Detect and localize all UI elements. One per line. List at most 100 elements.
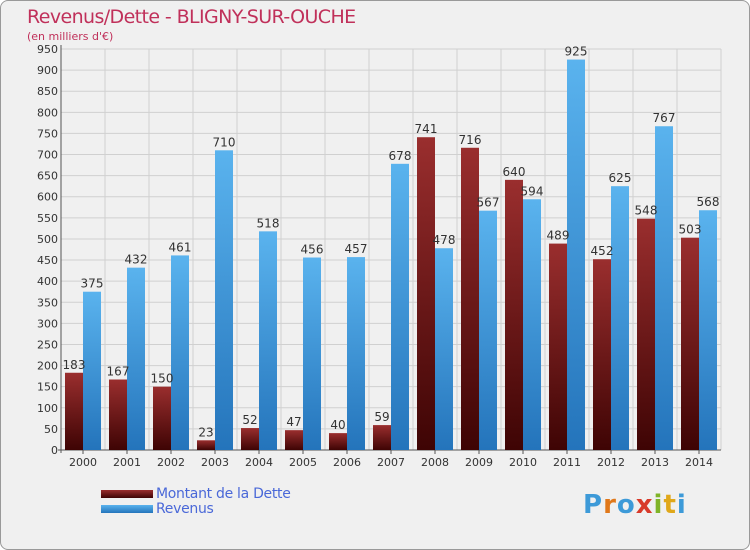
y-tick-label: 550 xyxy=(37,212,58,225)
bar-dette xyxy=(505,179,523,450)
x-tick-label: 2005 xyxy=(289,456,317,469)
logo-letter: i xyxy=(676,490,687,520)
data-label-revenus: 375 xyxy=(81,277,104,291)
legend-swatch-dette xyxy=(101,490,153,498)
logo-letter: P xyxy=(583,490,604,520)
bar-revenus xyxy=(391,163,409,451)
y-tick-label: 400 xyxy=(37,275,58,288)
data-label-revenus: 457 xyxy=(345,242,368,256)
bar-revenus xyxy=(259,231,277,450)
data-label-revenus: 432 xyxy=(125,253,148,267)
bar-revenus xyxy=(303,257,321,450)
bar-revenus xyxy=(567,59,585,450)
data-label-revenus: 925 xyxy=(565,45,588,59)
bar-revenus xyxy=(435,248,453,450)
data-label-dette: 716 xyxy=(459,133,482,147)
data-label-dette: 183 xyxy=(63,358,86,372)
bar-dette xyxy=(637,218,655,450)
bar-dette xyxy=(329,433,347,450)
bar-revenus xyxy=(479,210,497,450)
logo-letter: x xyxy=(635,490,654,520)
x-tick-label: 2007 xyxy=(377,456,405,469)
data-label-dette: 52 xyxy=(242,413,257,427)
bar-revenus xyxy=(127,267,145,450)
bar-dette xyxy=(197,440,215,450)
data-label-dette: 452 xyxy=(591,244,614,258)
bar-dette xyxy=(373,425,391,450)
x-tick-label: 2010 xyxy=(509,456,537,469)
bar-dette xyxy=(285,430,303,450)
bar-revenus xyxy=(171,255,189,450)
bar-revenus xyxy=(699,210,717,450)
logo-letter: r xyxy=(603,490,617,520)
x-tick-label: 2008 xyxy=(421,456,449,469)
x-tick-label: 2013 xyxy=(641,456,669,469)
chart-title: Revenus/Dette - BLIGNY-SUR-OUCHE xyxy=(27,6,356,28)
chart-subtitle: (en milliers d'€) xyxy=(27,30,114,43)
y-tick-label: 50 xyxy=(44,423,58,436)
bar-revenus xyxy=(347,257,365,450)
data-label-revenus: 678 xyxy=(389,149,412,163)
bar-dette xyxy=(65,372,83,450)
bar-dette xyxy=(461,147,479,450)
bar-revenus xyxy=(655,126,673,450)
bar-dette xyxy=(417,137,435,450)
y-tick-label: 500 xyxy=(37,233,58,246)
legend-label-revenus: Revenus xyxy=(156,501,214,517)
data-label-dette: 548 xyxy=(635,204,658,218)
x-tick-label: 2004 xyxy=(245,456,273,469)
y-tick-label: 800 xyxy=(37,106,58,119)
bar-revenus xyxy=(83,291,101,450)
data-label-dette: 23 xyxy=(198,425,213,439)
y-tick-label: 450 xyxy=(37,254,58,267)
x-tick-label: 2002 xyxy=(157,456,185,469)
proxiti-logo: Proxiti xyxy=(583,490,687,520)
legend-swatch-revenus xyxy=(101,505,153,513)
x-tick-label: 2012 xyxy=(597,456,625,469)
data-label-dette: 741 xyxy=(415,122,438,136)
x-tick-label: 2000 xyxy=(69,456,97,469)
y-tick-label: 950 xyxy=(37,43,58,56)
data-label-revenus: 594 xyxy=(521,184,544,198)
logo-letter: t xyxy=(663,490,677,520)
y-tick-label: 0 xyxy=(51,444,58,457)
data-label-revenus: 625 xyxy=(609,171,632,185)
bar-dette xyxy=(241,428,259,450)
bar-dette xyxy=(549,243,567,450)
data-label-revenus: 567 xyxy=(477,196,500,210)
bar-revenus xyxy=(523,199,541,450)
data-label-revenus: 456 xyxy=(301,243,324,257)
x-tick-label: 2001 xyxy=(113,456,141,469)
x-tick-label: 2014 xyxy=(685,456,713,469)
x-tick-label: 2011 xyxy=(553,456,581,469)
y-tick-label: 600 xyxy=(37,191,58,204)
y-tick-label: 150 xyxy=(37,381,58,394)
y-tick-label: 850 xyxy=(37,85,58,98)
x-tick-label: 2006 xyxy=(333,456,361,469)
data-label-dette: 47 xyxy=(286,415,301,429)
y-tick-label: 650 xyxy=(37,170,58,183)
logo-letter: o xyxy=(616,490,636,520)
y-tick-label: 750 xyxy=(37,127,58,140)
data-label-dette: 489 xyxy=(547,229,570,243)
data-label-dette: 503 xyxy=(679,223,702,237)
data-label-dette: 59 xyxy=(374,410,389,424)
y-tick-label: 350 xyxy=(37,296,58,309)
bar-revenus xyxy=(611,186,629,450)
legend-label-dette: Montant de la Dette xyxy=(156,486,291,502)
data-label-revenus: 767 xyxy=(653,111,676,125)
y-tick-label: 100 xyxy=(37,402,58,415)
data-label-dette: 40 xyxy=(330,418,345,432)
data-label-revenus: 478 xyxy=(433,233,456,247)
data-label-revenus: 518 xyxy=(257,216,280,230)
bar-dette xyxy=(681,237,699,450)
y-tick-label: 200 xyxy=(37,360,58,373)
y-tick-label: 300 xyxy=(37,317,58,330)
data-label-revenus: 568 xyxy=(697,195,720,209)
x-tick-label: 2003 xyxy=(201,456,229,469)
bar-dette xyxy=(593,259,611,450)
data-label-dette: 640 xyxy=(503,165,526,179)
logo-letter: i xyxy=(653,490,664,520)
data-label-dette: 167 xyxy=(107,365,130,379)
data-label-revenus: 710 xyxy=(213,135,236,149)
